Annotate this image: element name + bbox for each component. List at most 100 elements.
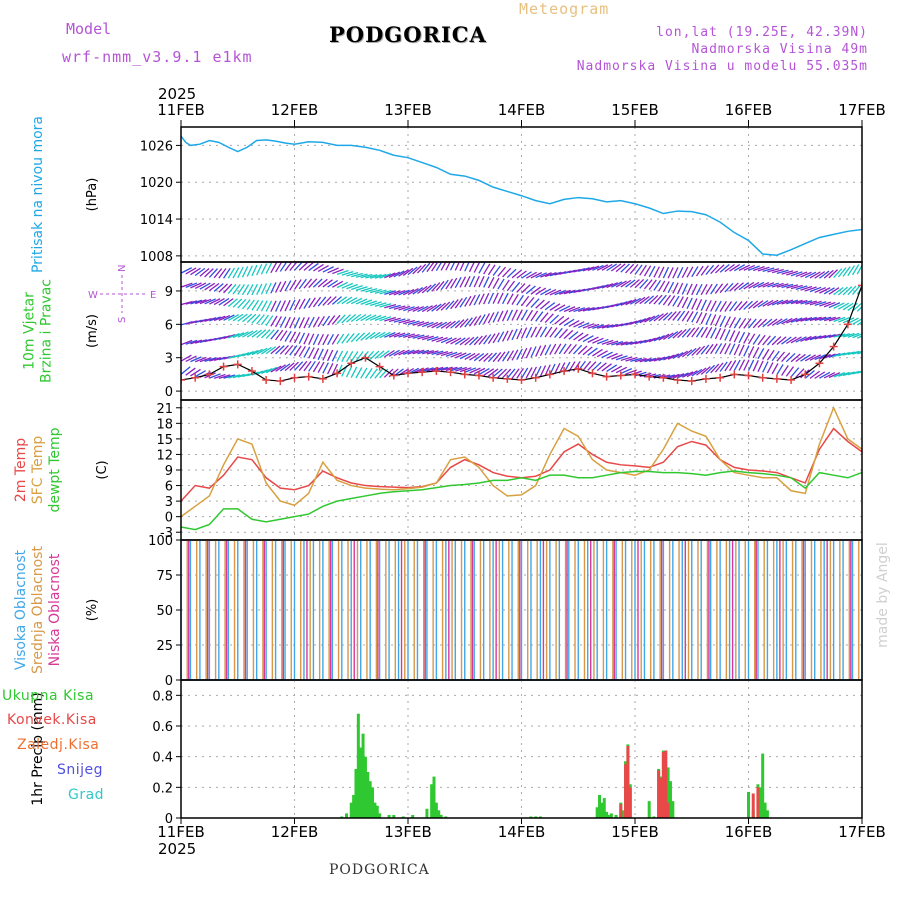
wind-barb: [748, 300, 759, 310]
wind-barb: [691, 311, 699, 323]
wind-barb: [728, 330, 736, 342]
wind-barb: [478, 368, 490, 376]
wind-barb: [710, 314, 717, 326]
wind-barb: [681, 283, 688, 295]
axis-label: Visoka Oblacnost: [13, 549, 29, 670]
wind-barb: [388, 349, 400, 357]
wind-barb: [237, 331, 249, 338]
wind-barb: [724, 360, 733, 372]
wind-barb: [747, 333, 756, 345]
wind-barb: [795, 271, 808, 278]
legend-entry: Snijeg: [57, 762, 103, 778]
wind-barb: [251, 264, 258, 277]
wind-barb: [786, 270, 798, 276]
wind-barb: [473, 367, 486, 375]
wind-barb: [199, 298, 212, 305]
total-precip-bar: [432, 776, 436, 818]
wind-barb: [478, 262, 486, 274]
total-precip-bar: [600, 802, 604, 818]
wind-barb: [714, 264, 725, 274]
wind-barb: [256, 347, 268, 355]
wind-barb: [497, 310, 504, 323]
wind-barb: [549, 343, 557, 355]
wind-barb: [516, 348, 523, 360]
total-precip-bar: [349, 802, 353, 818]
wind-barb: [403, 333, 415, 338]
wind-barb: [705, 326, 713, 339]
wind-barb: [653, 294, 663, 305]
wind-barb: [795, 299, 808, 305]
wind-barb: [487, 312, 495, 324]
wind-barb: [691, 266, 699, 278]
wind-barb: [814, 316, 827, 321]
wind-barb: [757, 360, 764, 373]
wind-barb: [814, 301, 827, 306]
wind-barb: [351, 284, 363, 291]
wind-barb: [620, 279, 632, 288]
wind-barb: [559, 289, 571, 295]
wind-barb: [578, 307, 590, 312]
total-precip-bar: [758, 787, 762, 818]
wind-barb: [700, 265, 709, 276]
wind-barb: [332, 268, 344, 275]
wind-barb: [582, 307, 595, 312]
wind-barb: [601, 363, 612, 372]
x-tick-label-bottom: 12FEB: [271, 823, 318, 841]
wind-barb: [828, 269, 839, 279]
wind-barb: [838, 302, 850, 310]
wind-barb: [847, 302, 858, 311]
wind-barb: [615, 280, 627, 288]
wind-barb: [563, 318, 575, 327]
wind-barb: [554, 304, 566, 312]
wind-barb: [270, 315, 278, 327]
wind-barb: [384, 331, 396, 338]
wind-barb: [227, 313, 240, 322]
footer-station-name: PODGORICA: [329, 862, 430, 878]
y-tick-label: 6: [165, 318, 173, 333]
wind-barb: [312, 361, 321, 373]
wind-barb: [819, 371, 831, 379]
wind-barb: [246, 329, 258, 338]
wind-barb: [289, 317, 296, 329]
wind-barb: [771, 336, 782, 346]
wind-barb: [483, 292, 490, 305]
wind-barb: [856, 321, 862, 326]
wind-barb: [346, 333, 355, 344]
wind-barb: [502, 368, 512, 379]
wind-barb: [790, 367, 800, 378]
wind-barb: [696, 345, 706, 356]
wind-barb: [805, 300, 817, 305]
wind-barb: [511, 349, 519, 361]
wind-barb: [487, 276, 495, 289]
total-precip-bar: [602, 798, 606, 818]
wind-barb: [402, 288, 415, 296]
wind-barb: [327, 363, 334, 375]
wind-barb: [265, 300, 273, 312]
wind-barb: [398, 319, 411, 324]
wind-barb: [227, 298, 238, 308]
wind-barb: [483, 334, 492, 345]
wind-barb: [663, 332, 674, 340]
wind-barb: [242, 351, 254, 357]
wind-barb: [492, 277, 500, 289]
wind-barb: [241, 299, 251, 310]
wind-barb: [284, 316, 291, 329]
wind-barb: [506, 293, 514, 305]
model-elevation: Nadmorska Visina u modelu 55.035m: [576, 59, 868, 74]
wind-barb: [327, 349, 334, 362]
wind-barb: [374, 331, 386, 339]
wind-barb: [511, 328, 518, 341]
wind-barb: [644, 337, 656, 344]
wind-barb: [317, 296, 327, 307]
wind-barb: [620, 263, 630, 273]
total-precip-bar: [652, 816, 656, 818]
wind-barb: [525, 367, 533, 379]
legend-entry: Konvek.Kisa: [7, 712, 97, 728]
wind-barb: [554, 343, 562, 355]
wind-barb: [762, 361, 769, 373]
wind-barb: [492, 292, 499, 304]
wind-barb: [251, 299, 260, 311]
wind-barb: [752, 281, 765, 289]
wind-barb: [190, 339, 203, 345]
